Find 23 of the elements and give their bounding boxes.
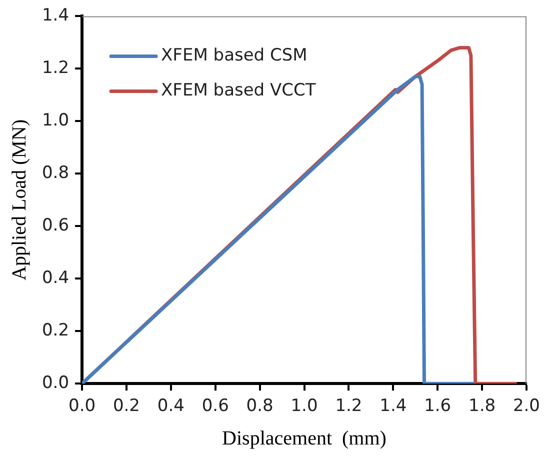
legend-label: XFEM based VCCT	[161, 80, 316, 101]
x-tick-label: 0.6	[202, 396, 229, 416]
x-axis-title: Displacement (mm)	[222, 427, 386, 450]
y-axis-title: Applied Load (MN)	[8, 119, 30, 280]
x-tick-label: 0.8	[246, 396, 274, 416]
x-tick-label: 1.0	[290, 396, 318, 416]
y-tick-label: 0.6	[42, 216, 70, 236]
x-tick-label: 2.0	[512, 396, 540, 416]
legend-label: XFEM based CSM	[161, 46, 308, 66]
x-tick-label: 0.2	[112, 396, 140, 416]
y-tick-label: 1.2	[42, 58, 70, 78]
x-tick-label: 1.6	[424, 396, 452, 416]
y-tick-label: 0.8	[42, 163, 70, 184]
x-tick-label: 1.2	[335, 396, 362, 416]
y-tick-label: 0.2	[42, 320, 70, 341]
y-tick-label: 0.4	[42, 268, 70, 288]
x-tick-label: 0.4	[157, 396, 184, 416]
x-tick-label: 1.4	[380, 396, 407, 416]
y-tick-label: 0.0	[42, 373, 70, 394]
y-tick-label: 1.4	[42, 6, 70, 26]
x-tick-label: 1.8	[468, 396, 496, 416]
x-tick-label: 0.0	[68, 396, 96, 416]
y-tick-label: 1.0	[42, 110, 70, 131]
